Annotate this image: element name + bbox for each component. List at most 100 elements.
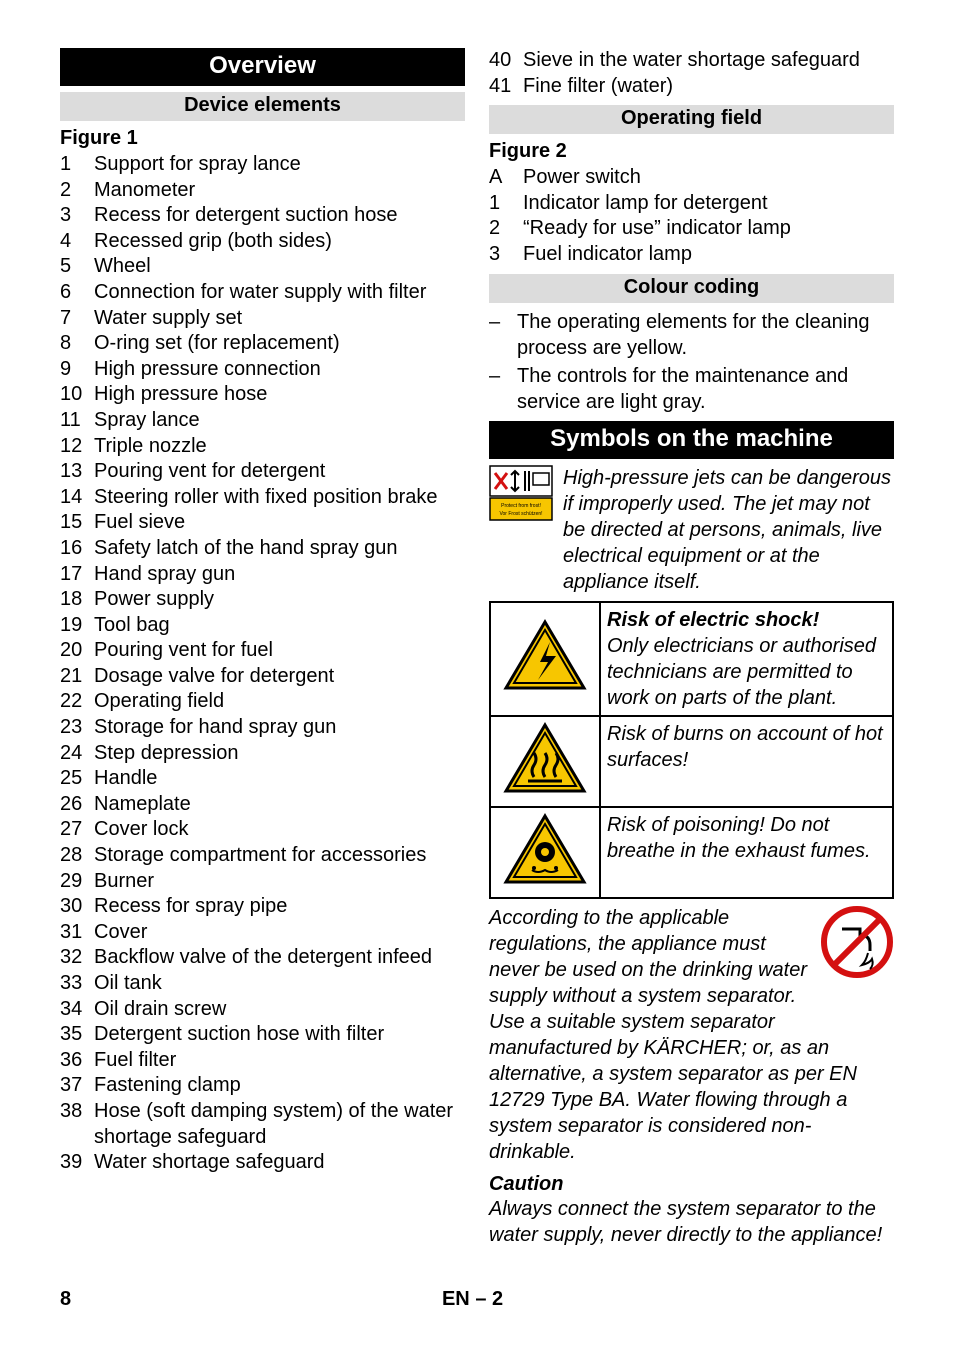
item-number: 5 xyxy=(60,254,94,280)
item-number: 12 xyxy=(60,434,94,460)
item-text: Fuel sieve xyxy=(94,510,185,536)
item-text: Pouring vent for detergent xyxy=(94,459,325,485)
overview-heading: Overview xyxy=(60,48,465,86)
item-number: 28 xyxy=(60,843,94,869)
list-item: 36Fuel filter xyxy=(60,1048,465,1074)
item-text: Power supply xyxy=(94,587,214,613)
operating-field-list: APower switch1Indicator lamp for deterge… xyxy=(489,165,894,267)
list-item: 12Triple nozzle xyxy=(60,434,465,460)
item-text: Pouring vent for fuel xyxy=(94,638,273,664)
item-text: Handle xyxy=(94,766,157,792)
item-number: 1 xyxy=(489,191,523,217)
item-number: 31 xyxy=(60,920,94,946)
hot-surface-icon xyxy=(490,716,600,807)
item-text: Operating field xyxy=(94,689,224,715)
item-number: 20 xyxy=(60,638,94,664)
list-item: 21Dosage valve for detergent xyxy=(60,664,465,690)
item-text: Detergent suction hose with filter xyxy=(94,1022,384,1048)
item-text: Hose (soft damping system) of the water … xyxy=(94,1099,465,1150)
colour-coding-list: –The operating elements for the cleaning… xyxy=(489,309,894,415)
item-number: 38 xyxy=(60,1099,94,1150)
item-text: High pressure connection xyxy=(94,357,321,383)
symbols-heading: Symbols on the machine xyxy=(489,421,894,459)
item-text: Support for spray lance xyxy=(94,152,301,178)
list-item: 4Recessed grip (both sides) xyxy=(60,229,465,255)
list-item: 7Water supply set xyxy=(60,306,465,332)
list-item: 3Recess for detergent suction hose xyxy=(60,203,465,229)
item-text: Fuel indicator lamp xyxy=(523,242,692,268)
item-text: Spray lance xyxy=(94,408,200,434)
item-number: 6 xyxy=(60,280,94,306)
item-number: 32 xyxy=(60,945,94,971)
item-text: Tool bag xyxy=(94,613,170,639)
regulation-text: According to the applicable regulations,… xyxy=(489,907,857,1163)
item-number: 3 xyxy=(60,203,94,229)
item-text: “Ready for use” indicator lamp xyxy=(523,216,791,242)
shock-title: Risk of electric shock! xyxy=(607,609,819,631)
item-text: Burner xyxy=(94,869,154,895)
list-item: 23Storage for hand spray gun xyxy=(60,715,465,741)
item-number: 33 xyxy=(60,971,94,997)
item-text: Water supply set xyxy=(94,306,242,332)
list-item: 30Recess for spray pipe xyxy=(60,894,465,920)
item-text: Recess for detergent suction hose xyxy=(94,203,398,229)
jet-warning-text: High-pressure jets can be dangerous if i… xyxy=(563,465,894,595)
item-number: 16 xyxy=(60,536,94,562)
no-drinking-water-icon xyxy=(820,905,894,986)
item-text: Sieve in the water shortage safeguard xyxy=(523,48,860,74)
footer-sub: 2 xyxy=(492,1288,503,1310)
item-number: 35 xyxy=(60,1022,94,1048)
list-item: 41Fine filter (water) xyxy=(489,74,894,100)
item-text: Water shortage safeguard xyxy=(94,1150,325,1176)
item-number: 15 xyxy=(60,510,94,536)
item-text: Oil drain screw xyxy=(94,997,226,1023)
item-number: 1 xyxy=(60,152,94,178)
item-text: Recessed grip (both sides) xyxy=(94,229,332,255)
list-item: 32Backflow valve of the detergent infeed xyxy=(60,945,465,971)
item-text: Wheel xyxy=(94,254,151,280)
list-item: 24Step depression xyxy=(60,741,465,767)
caution-body: Always connect the system separator to t… xyxy=(489,1196,894,1248)
item-text: Fastening clamp xyxy=(94,1073,241,1099)
list-item: 10High pressure hose xyxy=(60,382,465,408)
list-item: 40Sieve in the water shortage safeguard xyxy=(489,48,894,74)
item-number: 41 xyxy=(489,74,523,100)
list-item: 19Tool bag xyxy=(60,613,465,639)
item-text: High pressure hose xyxy=(94,382,267,408)
list-item: 2“Ready for use” indicator lamp xyxy=(489,216,894,242)
list-item: 3Fuel indicator lamp xyxy=(489,242,894,268)
caution-heading: Caution xyxy=(489,1173,894,1196)
list-item: 20Pouring vent for fuel xyxy=(60,638,465,664)
frost-warning-icon: Protect from frost! Vor Frost schützen! xyxy=(489,465,553,526)
item-text: Manometer xyxy=(94,178,195,204)
item-number: 7 xyxy=(60,306,94,332)
item-text: Indicator lamp for detergent xyxy=(523,191,768,217)
item-text: Storage compartment for accessories xyxy=(94,843,426,869)
item-text: Step depression xyxy=(94,741,239,767)
device-elements-list-cont: 40Sieve in the water shortage safeguard4… xyxy=(489,48,894,99)
list-item: 2Manometer xyxy=(60,178,465,204)
operating-field-heading: Operating field xyxy=(489,105,894,134)
item-number: 40 xyxy=(489,48,523,74)
poison-icon xyxy=(490,807,600,898)
item-text: The operating elements for the cleaning … xyxy=(517,309,894,361)
item-text: Backflow valve of the detergent infeed xyxy=(94,945,432,971)
svg-text:Protect from frost!: Protect from frost! xyxy=(501,503,541,509)
item-text: Storage for hand spray gun xyxy=(94,715,336,741)
list-item: 39Water shortage safeguard xyxy=(60,1150,465,1176)
list-item: 14Steering roller with fixed position br… xyxy=(60,485,465,511)
list-item: 25Handle xyxy=(60,766,465,792)
list-item: 22Operating field xyxy=(60,689,465,715)
item-number: 19 xyxy=(60,613,94,639)
list-item: 31Cover xyxy=(60,920,465,946)
dash: – xyxy=(489,309,517,361)
item-text: The controls for the maintenance and ser… xyxy=(517,363,894,415)
item-text: Safety latch of the hand spray gun xyxy=(94,536,398,562)
list-item: 33Oil tank xyxy=(60,971,465,997)
item-text: Power switch xyxy=(523,165,641,191)
list-item: 13Pouring vent for detergent xyxy=(60,459,465,485)
svg-text:Vor Frost schützen!: Vor Frost schützen! xyxy=(499,511,542,517)
item-number: 36 xyxy=(60,1048,94,1074)
list-item: 1Support for spray lance xyxy=(60,152,465,178)
list-item: 6Connection for water supply with filter xyxy=(60,280,465,306)
